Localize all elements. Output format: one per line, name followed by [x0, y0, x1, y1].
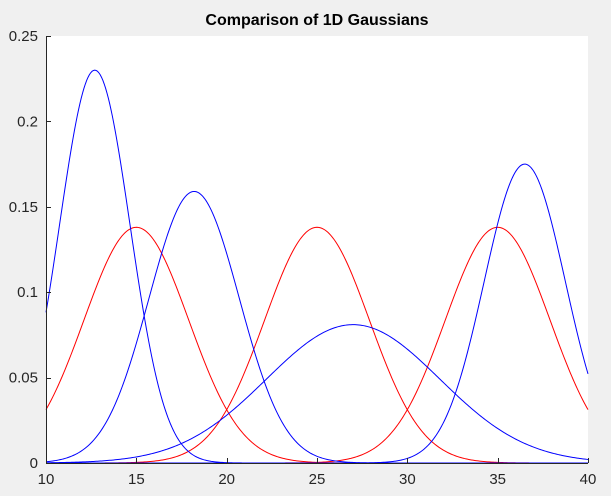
x-tick-label: 15: [128, 471, 145, 488]
x-tick-label: 10: [38, 471, 55, 488]
y-axis-ticks: 0 0.05 0.1 0.15 0.2 0.25: [9, 28, 51, 472]
x-tick-label: 40: [580, 471, 597, 488]
x-tick-label: 25: [309, 471, 326, 488]
y-tick-label: 0.05: [9, 370, 38, 387]
y-tick-label: 0: [30, 455, 38, 472]
x-tick-label: 20: [218, 471, 235, 488]
x-tick-label: 35: [489, 471, 506, 488]
series-line-6: [45, 324, 589, 464]
y-tick-label: 0.15: [9, 199, 38, 216]
axes: [46, 36, 588, 464]
chart-title: Comparison of 1D Gaussians: [205, 12, 428, 29]
y-tick-label: 0.25: [9, 28, 38, 45]
plot-area: [46, 36, 588, 463]
y-tick-label: 0.2: [17, 113, 38, 130]
y-tick-label: 0.1: [17, 284, 38, 301]
x-axis-ticks: 10 15 20 25 30 35 40: [38, 458, 597, 488]
x-tick-label: 30: [399, 471, 416, 488]
